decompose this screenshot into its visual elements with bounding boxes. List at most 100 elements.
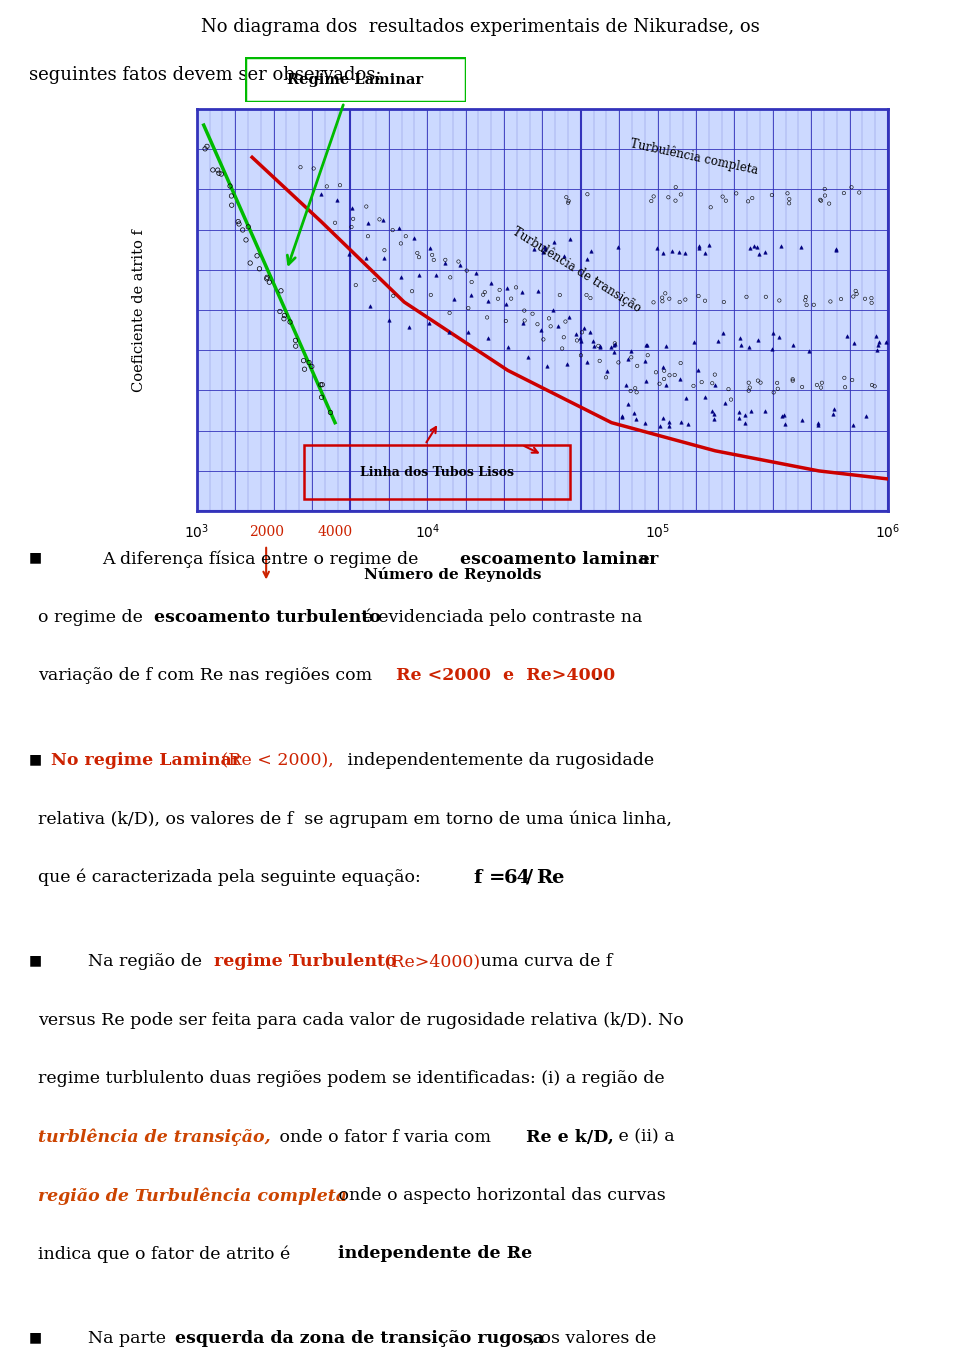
- Point: [198, 138, 213, 159]
- Point: [306, 158, 322, 180]
- Point: [274, 279, 289, 301]
- Point: [273, 301, 288, 323]
- Point: [345, 198, 360, 219]
- Point: [732, 408, 747, 429]
- Point: [360, 225, 375, 247]
- Point: [648, 361, 663, 383]
- Point: [499, 277, 515, 298]
- Point: [556, 326, 571, 348]
- Point: [503, 288, 518, 309]
- Point: [795, 409, 810, 431]
- Text: é evidenciada pelo contraste na: é evidenciada pelo contraste na: [357, 609, 642, 627]
- Point: [777, 405, 792, 427]
- Point: [668, 176, 684, 198]
- Text: Na região de: Na região de: [88, 954, 207, 970]
- Text: Regime Laminar: Regime Laminar: [287, 72, 423, 87]
- Text: que é caracterizada pela seguinte equação:: que é caracterizada pela seguinte equaçã…: [37, 868, 437, 886]
- Point: [871, 331, 886, 353]
- Point: [587, 335, 602, 357]
- Point: [592, 335, 608, 357]
- Point: [691, 234, 707, 256]
- Point: [276, 304, 292, 326]
- Point: [708, 364, 723, 386]
- Text: .: .: [512, 1246, 517, 1262]
- Point: [560, 353, 575, 375]
- Point: [464, 284, 479, 305]
- Point: [867, 375, 882, 397]
- Point: [545, 298, 561, 320]
- Point: [443, 266, 458, 288]
- Text: Na parte: Na parte: [88, 1330, 172, 1347]
- Point: [770, 372, 785, 394]
- Text: turblência de transição,: turblência de transição,: [37, 1129, 271, 1146]
- Point: [614, 406, 630, 428]
- Point: [536, 241, 551, 263]
- Point: [276, 308, 292, 330]
- Point: [341, 244, 356, 266]
- Point: [438, 252, 453, 274]
- Text: Linha dos Tubos Lisos: Linha dos Tubos Lisos: [360, 466, 514, 478]
- Text: $10^5$: $10^5$: [645, 523, 670, 541]
- Point: [376, 240, 392, 262]
- Point: [814, 372, 829, 394]
- Point: [583, 240, 598, 262]
- Point: [498, 293, 514, 315]
- Point: [673, 352, 688, 373]
- Point: [382, 309, 397, 331]
- Point: [766, 382, 781, 403]
- Point: [618, 373, 634, 395]
- Point: [785, 368, 801, 390]
- Point: [561, 307, 576, 328]
- Point: [404, 281, 420, 303]
- Text: $10^4$: $10^4$: [415, 523, 440, 541]
- Text: Re e k/D,: Re e k/D,: [526, 1129, 614, 1146]
- Text: esquerda da zona de transição rugosa: esquerda da zona de transição rugosa: [176, 1330, 544, 1347]
- Text: $10^6$: $10^6$: [876, 523, 900, 541]
- Point: [367, 269, 382, 290]
- Point: [607, 333, 622, 354]
- Point: [304, 356, 320, 378]
- Point: [599, 360, 614, 382]
- Point: [697, 290, 712, 312]
- Point: [329, 188, 345, 210]
- Point: [301, 352, 317, 373]
- Point: [705, 399, 720, 421]
- Point: [646, 185, 661, 207]
- Point: [614, 405, 630, 427]
- Point: [230, 211, 246, 233]
- Point: [211, 162, 227, 184]
- Text: A diferença física entre o regime de: A diferença física entre o regime de: [102, 551, 424, 568]
- Point: [839, 324, 854, 346]
- Point: [628, 378, 643, 399]
- Point: [657, 360, 672, 382]
- Text: $10^3$: $10^3$: [184, 523, 209, 541]
- Point: [441, 322, 456, 343]
- Point: [492, 279, 507, 301]
- Point: [638, 371, 654, 393]
- Bar: [304, 444, 570, 499]
- Point: [526, 239, 541, 260]
- Point: [394, 233, 409, 255]
- Point: [655, 406, 670, 428]
- Point: [293, 157, 308, 179]
- Point: [590, 335, 606, 357]
- Point: [411, 247, 426, 269]
- Point: [742, 237, 757, 259]
- Point: [386, 285, 401, 307]
- Text: onde o fator f varia com: onde o fator f varia com: [275, 1129, 497, 1146]
- Point: [580, 248, 595, 270]
- Text: ■: ■: [29, 551, 41, 564]
- Point: [827, 398, 842, 420]
- Point: [637, 413, 653, 435]
- Point: [685, 331, 701, 353]
- Text: e: e: [635, 551, 650, 567]
- Point: [533, 319, 548, 341]
- Point: [498, 309, 514, 331]
- Point: [742, 376, 757, 398]
- Point: [214, 164, 229, 185]
- Point: [705, 372, 720, 394]
- Point: [577, 316, 592, 338]
- Point: [664, 240, 680, 262]
- Point: [561, 189, 576, 211]
- Point: [643, 189, 659, 211]
